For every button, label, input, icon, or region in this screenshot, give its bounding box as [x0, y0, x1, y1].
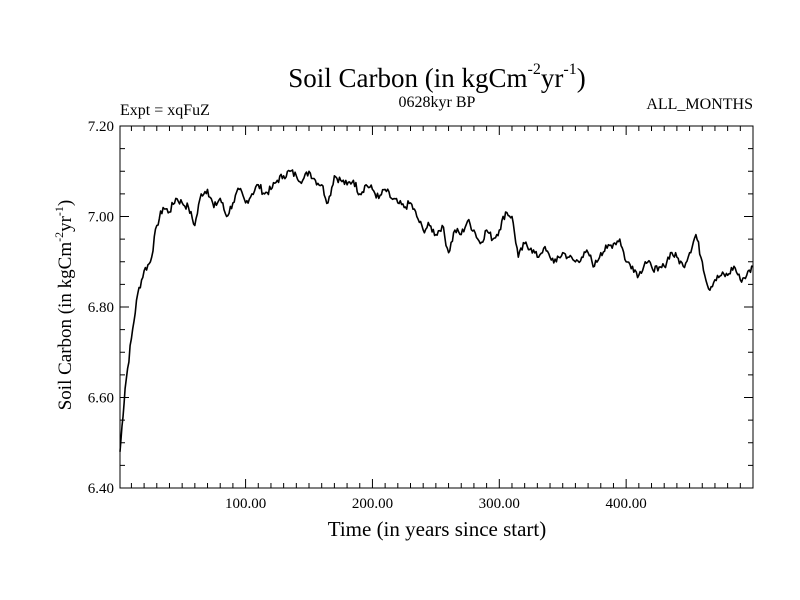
y-tick-label: 6.80 [88, 300, 114, 316]
axis-ticks [120, 126, 753, 488]
period-label: 0628kyr BP [399, 94, 476, 111]
y-tick-labels: 6.40 6.60 6.80 7.00 7.20 [88, 119, 114, 497]
experiment-label: Expt = xqFuZ [120, 102, 210, 119]
y-tick-label: 6.40 [88, 481, 114, 497]
soil-carbon-series-line [119, 169, 754, 452]
chart-title: Soil Carbon (in kgCm-2yr-1) [288, 61, 585, 93]
x-tick-labels: 100.00 200.00 300.00 400.00 [225, 496, 647, 512]
x-tick-label: 300.00 [479, 496, 520, 512]
x-axis-title: Time (in years since start) [328, 517, 547, 541]
x-tick-label: 200.00 [352, 496, 393, 512]
y-tick-label: 7.00 [88, 210, 114, 226]
months-label: ALL_MONTHS [646, 96, 753, 113]
x-tick-label: 400.00 [606, 496, 647, 512]
x-tick-label: 100.00 [225, 496, 266, 512]
plot-frame [119, 125, 754, 489]
y-tick-label: 7.20 [88, 119, 114, 135]
y-tick-label: 6.60 [88, 391, 114, 407]
y-axis-title: Soil Carbon (in kgCm-2yr-1) [52, 200, 76, 411]
